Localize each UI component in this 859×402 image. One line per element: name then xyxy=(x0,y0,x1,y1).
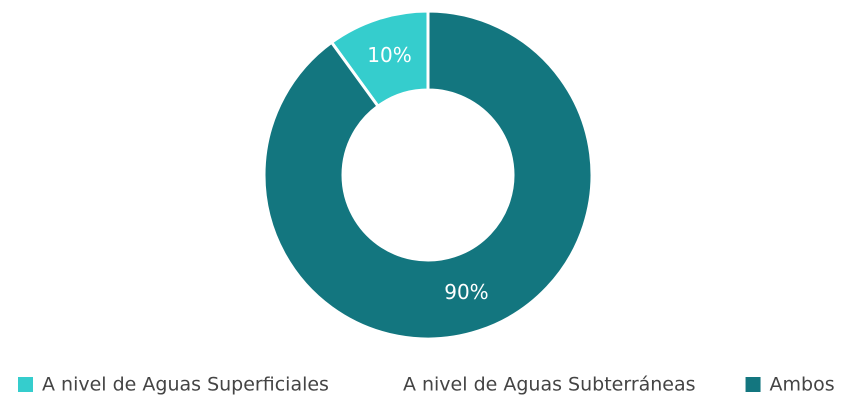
legend-swatch xyxy=(378,377,394,392)
legend-label: Ambos xyxy=(770,374,835,396)
legend-swatch xyxy=(745,377,761,392)
data-label: 90% xyxy=(444,280,488,304)
legend-label: A nivel de Aguas Subterráneas xyxy=(403,374,696,396)
legend-label: A nivel de Aguas Superficiales xyxy=(42,374,329,396)
data-label: 10% xyxy=(367,43,411,67)
legend-swatch xyxy=(18,377,33,392)
donut-slice xyxy=(262,9,594,341)
